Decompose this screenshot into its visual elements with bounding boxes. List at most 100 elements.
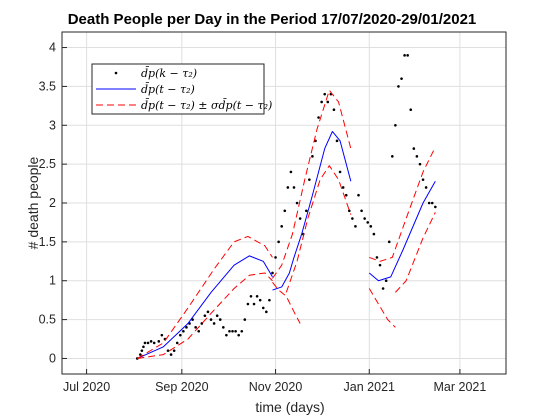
data-point [400,77,403,80]
data-point [252,302,256,306]
legend-label-markers: d̄p(k − τ₂) [141,67,197,80]
data-point [298,217,302,220]
legend-entry-band: d̄p(t − τ₂) ± σd̄p(t − τ₂) [96,99,272,112]
data-point [311,155,314,158]
chart-title: Death People per Day in the Period 17/07… [68,11,477,28]
data-point [351,217,354,220]
data-point [146,341,150,345]
band-line [272,281,301,324]
data-point [304,209,308,213]
data-point [387,240,391,244]
data-point [218,318,222,321]
data-point [212,322,216,325]
data-point [341,186,345,189]
data-point [258,298,262,302]
y-tick-label: 3 [49,118,56,132]
band-line [272,89,352,279]
band-line [369,146,436,262]
data-point [323,92,327,96]
mean-line [272,130,352,291]
legend-label-mean: d̄p(t − τ₂) [141,83,195,96]
data-point [403,54,406,57]
data-point [344,193,348,197]
x-tick-label: Nov 2020 [249,380,303,394]
mean-line [137,255,273,359]
y-tick-label: 1.5 [39,235,56,249]
data-point [139,353,142,356]
y-tick-label: 0.5 [39,313,56,327]
data-point [225,333,228,337]
x-tick-label: Jul 2020 [63,380,110,394]
data-point [335,139,339,143]
data-point [215,314,219,318]
data-point [280,225,284,228]
band-line [137,272,273,359]
legend-label-band: d̄p(t − τ₂) ± σd̄p(t − τ₂) [141,99,272,112]
data-point [268,298,271,302]
y-tick-label: 0 [49,351,56,365]
data-point [172,349,176,352]
data-point [231,329,234,333]
x-axis-label: time (days) [255,399,324,415]
data-point [206,310,210,314]
y-tick-label: 2.5 [39,157,56,171]
data-point [354,225,357,228]
x-tick-label: Sep 2020 [155,380,209,394]
data-point [277,240,280,244]
data-point [182,329,185,333]
data-point [424,186,428,189]
y-axis: 0 0.5 1 1.5 2 2.5 3 3.5 4 [39,41,67,365]
data-point [295,201,299,205]
data-point [169,353,173,356]
data-point [308,178,311,181]
data-point [271,271,274,275]
data-point [421,178,425,181]
band-line [137,235,273,359]
data-point [203,314,207,318]
data-point [384,279,388,283]
data-point [274,256,277,259]
data-point [140,349,144,352]
series-1 [137,130,436,359]
series-0 [135,54,437,360]
data-point [363,217,366,220]
data-point [326,100,330,104]
data-point [406,54,409,57]
data-point [265,310,268,314]
data-point [317,116,320,119]
data-point [175,341,179,345]
band-line [395,212,436,293]
mean-line [368,180,436,282]
data-point [286,186,290,189]
data-point [332,108,336,112]
band-line [368,288,396,328]
data-point [249,294,253,298]
y-tick-label: 1 [49,274,56,288]
data-point [237,333,240,337]
data-point [427,201,431,205]
data-point [347,209,351,213]
data-point [143,341,147,345]
data-point [142,345,145,349]
y-tick-label: 3.5 [39,79,56,93]
data-point [197,329,201,333]
data-point [160,333,164,337]
data-point [394,123,397,127]
data-point [366,221,370,224]
data-point [375,256,379,259]
legend-entry-mean: d̄p(t − τ₂) [96,83,195,96]
data-point [378,263,382,267]
data-point [240,329,244,333]
data-point [338,170,342,174]
data-point [430,201,434,205]
data-point [185,326,188,329]
data-point [357,193,360,197]
data-point [243,318,247,321]
series-2 [137,89,436,359]
data-point [292,186,296,189]
data-point [255,294,259,298]
y-axis-label: # death people [25,156,41,249]
data-point [381,287,385,290]
data-point [418,162,422,166]
